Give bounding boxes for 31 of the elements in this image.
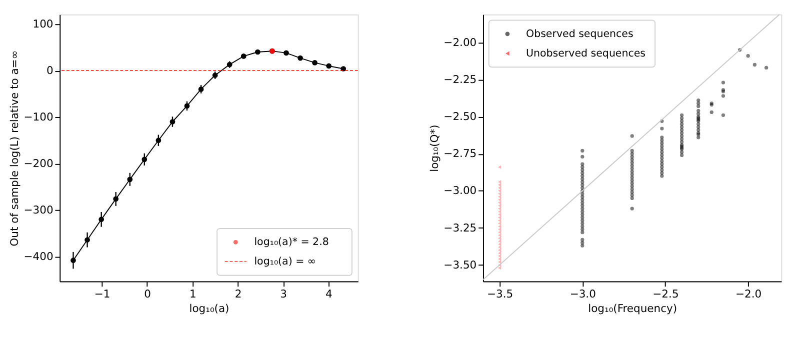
legend-label: log₁₀(a) = ∞: [254, 256, 316, 268]
legend-label: Unobserved sequences: [526, 47, 646, 60]
x-tick-label: 4: [325, 287, 332, 300]
x-tick-label: 0: [144, 287, 152, 300]
x-axis-title: log₁₀(Frequency): [588, 302, 678, 316]
y-tick-label: −2.75: [444, 147, 477, 160]
y-tick-label: −300: [24, 204, 54, 217]
y-tick-label: −2.25: [444, 73, 477, 86]
x-axis-title: log₁₀(a): [189, 302, 230, 316]
y-tick-label: −200: [24, 157, 54, 170]
x-tick-label: −1: [94, 287, 110, 300]
y-tick-label: −3.00: [444, 184, 477, 198]
y-axis-title: log₁₀(Q*): [428, 124, 441, 172]
y-tick-label: 0: [46, 64, 54, 78]
legend-label: Observed sequences: [526, 28, 634, 40]
y-tick-label: −400: [24, 250, 54, 264]
y-tick-label: −3.50: [444, 258, 477, 272]
y-tick-label: 100: [32, 18, 54, 31]
x-tick-label: −2.0: [736, 287, 762, 300]
y-tick-label: −100: [24, 110, 54, 124]
x-tick-label: −3.5: [486, 287, 514, 300]
y-tick-label: −3.25: [444, 221, 477, 234]
x-tick-label: −2.5: [652, 287, 679, 300]
y-axis-title: Out of sample log(L) relative to a=∞: [8, 50, 21, 246]
y-tick-label: −2.50: [444, 110, 477, 124]
x-tick-label: 2: [234, 287, 242, 300]
x-tick-label: −3.0: [570, 287, 596, 300]
legend-label: log₁₀(a)* = 2.8: [254, 236, 329, 248]
y-tick-label: −2.00: [444, 36, 477, 49]
x-tick-label: 3: [280, 287, 287, 300]
x-tick-label: 1: [189, 287, 196, 300]
